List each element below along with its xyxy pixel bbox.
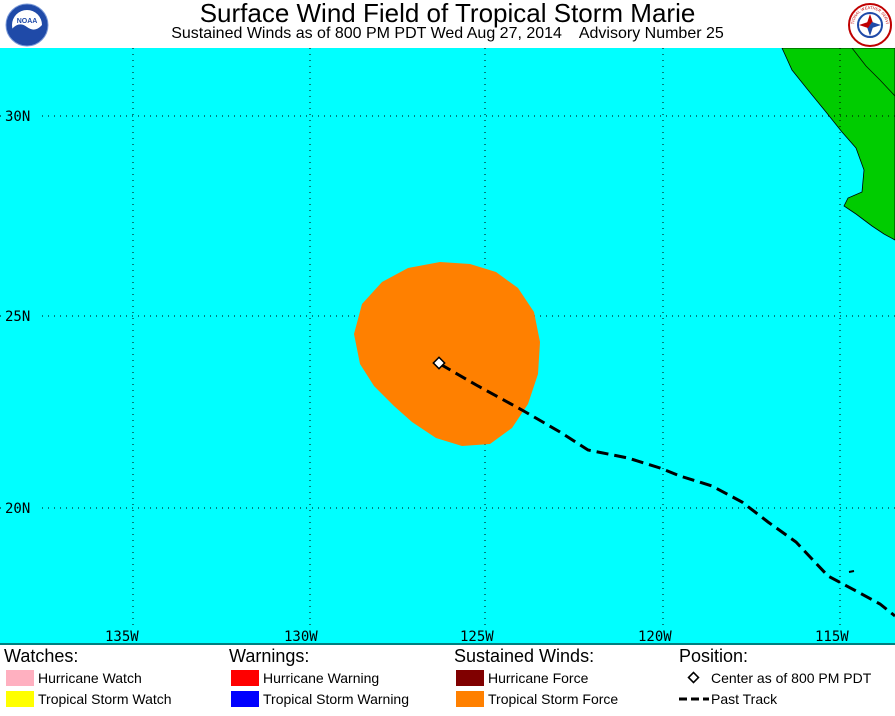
legend-item-hurricane-warning: Hurricane Warning	[229, 667, 409, 688]
wind-field-map: 30N 25N 20N 135W 130W 125W 120W 115W	[0, 48, 895, 645]
legend-item-past-track: Past Track	[679, 688, 871, 709]
legend-item-label: Tropical Storm Watch	[38, 690, 172, 707]
past-track-line	[439, 362, 895, 618]
baja-california-land	[781, 48, 895, 241]
lon-label-120w: 120W	[638, 629, 672, 645]
legend-position-heading: Position:	[679, 646, 749, 666]
lon-label-115w: 115W	[815, 629, 849, 645]
legend-item-label: Hurricane Watch	[38, 669, 142, 686]
noaa-logo-text: NOAA	[17, 18, 38, 25]
lat-label-25n: 25N	[5, 309, 30, 325]
legend-winds-heading: Sustained Winds:	[454, 646, 595, 666]
legend-item-tropical-storm-warning: Tropical Storm Warning	[229, 688, 409, 709]
tropical-storm-watch-swatch	[6, 690, 34, 707]
legend-item-tropical-storm-watch: Tropical Storm Watch	[4, 688, 172, 709]
noaa-logo-icon: NOAA	[5, 3, 49, 47]
legend-item-label: Tropical Storm Warning	[263, 690, 410, 707]
page-subtitle: Sustained Winds as of 800 PM PDT Wed Aug…	[171, 25, 724, 42]
lon-label-130w: 130W	[284, 629, 318, 645]
mainland-mexico-coast	[851, 48, 895, 97]
lon-label-125w: 125W	[460, 629, 494, 645]
legend-item-label: Hurricane Force	[488, 669, 589, 686]
hurricane-force-swatch	[456, 669, 484, 686]
legend: Watches: Hurricane Watch Tropical Storm …	[0, 645, 895, 716]
longitude-labels: 135W 130W 125W 120W 115W	[105, 629, 849, 645]
legend-item-label: Tropical Storm Force	[488, 690, 619, 707]
lat-label-20n: 20N	[5, 501, 30, 517]
diamond-icon	[687, 670, 700, 684]
legend-item-label: Hurricane Warning	[263, 669, 380, 686]
dashed-line-icon	[679, 697, 709, 700]
tropical-storm-warning-swatch	[231, 690, 259, 707]
legend-sustained-winds: Sustained Winds: Hurricane Force Tropica…	[454, 645, 618, 709]
legend-item-hurricane-force: Hurricane Force	[454, 667, 618, 688]
latitude-labels: 30N 25N 20N	[4, 108, 38, 517]
legend-watches-heading: Watches:	[4, 646, 79, 666]
nws-logo-icon: NATIONAL WEATHER SERVICE	[848, 3, 892, 47]
legend-item-tropical-storm-force: Tropical Storm Force	[454, 688, 618, 709]
header: NOAA Surface Wind Field of Tropical Stor…	[0, 0, 895, 48]
legend-item-label: Center as of 800 PM PDT	[711, 669, 872, 686]
track-fragment	[848, 570, 855, 573]
page-title: Surface Wind Field of Tropical Storm Mar…	[199, 0, 696, 28]
hurricane-warning-swatch	[231, 669, 259, 686]
hurricane-watch-swatch	[6, 669, 34, 686]
legend-watches: Watches: Hurricane Watch Tropical Storm …	[4, 645, 172, 709]
storm-center-icon	[432, 356, 446, 370]
tropical-storm-force-wind-field	[354, 262, 540, 446]
legend-warnings: Warnings: Hurricane Warning Tropical Sto…	[229, 645, 409, 709]
legend-warnings-heading: Warnings:	[229, 646, 310, 666]
tropical-storm-force-swatch	[456, 690, 484, 707]
legend-item-center: Center as of 800 PM PDT	[679, 667, 871, 688]
legend-item-hurricane-watch: Hurricane Watch	[4, 667, 172, 688]
lon-label-135w: 135W	[105, 629, 139, 645]
legend-position: Position: Center as of 800 PM PDT Past T…	[679, 645, 871, 709]
lat-label-30n: 30N	[5, 109, 30, 125]
legend-item-label: Past Track	[711, 690, 778, 707]
